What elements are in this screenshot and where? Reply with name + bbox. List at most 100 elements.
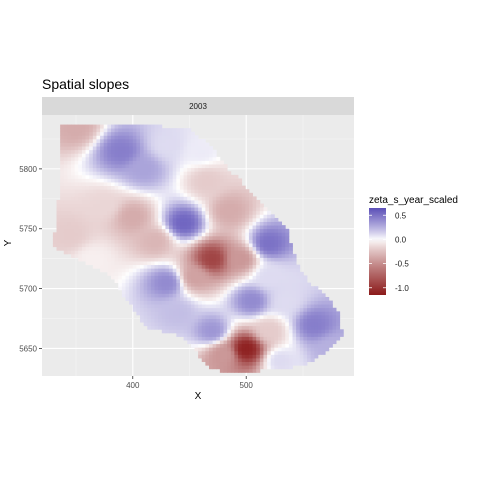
heat-cell [114,217,119,222]
heat-cell [114,228,119,233]
heat-cell [176,210,181,215]
heat-cell [194,347,199,352]
heat-cell [125,221,130,226]
heat-cell [201,253,206,258]
heat-cell [259,271,264,276]
heat-cell [288,279,293,284]
heat-cell [310,343,315,348]
heat-cell [169,311,174,316]
heat-cell [71,174,76,179]
heat-cell [292,282,297,287]
heat-cell [190,307,195,312]
heat-cell [234,189,239,194]
heat-cell [67,196,72,201]
heat-cell [201,217,206,222]
heat-cell [190,253,195,258]
heat-cell [183,257,188,262]
heat-cell [78,182,83,187]
heat-cell [252,282,257,287]
heat-cell [263,322,268,327]
heat-cell [154,325,159,330]
heat-cell [205,171,210,176]
heat-cell [136,146,141,151]
heat-cell [194,325,199,330]
heat-cell [89,131,94,136]
heat-cell [107,239,112,244]
heat-cell [219,192,224,197]
heat-cell [307,289,312,294]
heat-cell [263,350,268,355]
heat-cell [198,336,203,341]
heat-cell [252,217,257,222]
heat-cell [212,293,217,298]
heat-cell [205,286,210,291]
heat-cell [307,296,312,301]
heat-cell [194,343,199,348]
heat-cell [190,228,195,233]
heat-cell [303,307,308,312]
heat-cell [110,192,116,197]
heat-cell [223,300,228,305]
heat-cell [183,203,188,208]
heat-cell [270,354,275,359]
heat-cell [227,304,232,309]
heat-cell [179,246,184,251]
heat-cell [132,271,137,276]
heat-cell [154,235,159,240]
heat-cell [209,225,214,230]
heat-cell [172,293,177,298]
heat-cell [219,246,224,251]
heat-cell [110,207,116,212]
heat-cell [205,361,210,366]
heat-cell [85,232,90,237]
heat-cell [165,228,170,233]
heat-cell [274,268,279,273]
heat-cell [161,203,166,208]
heat-cell [194,217,199,222]
heat-cell [234,228,239,233]
heat-cell [245,293,250,298]
heat-cell [161,214,166,219]
heat-cell [238,225,243,230]
heat-cell [147,268,152,273]
heat-cell [267,318,272,323]
heat-cell [194,156,199,161]
heat-cell [67,164,72,169]
heat-cell [78,164,83,169]
heat-cell [212,322,217,327]
heat-cell [78,171,83,176]
heat-cell [216,250,221,255]
heat-cell [100,253,105,258]
heat-cell [205,210,210,215]
heat-cell [129,289,134,294]
heat-cell [288,250,293,255]
heat-cell [198,250,203,255]
heat-cell [158,279,163,284]
heat-cell [238,365,243,370]
heat-cell [216,192,221,197]
heat-cell [267,217,272,222]
heat-cell [136,178,141,183]
heat-cell [100,243,105,248]
heat-cell [85,210,90,215]
heat-cell [270,325,275,330]
heat-cell [274,322,279,327]
heat-cell [150,286,155,291]
heat-cell [270,214,275,219]
heat-cell [147,311,152,316]
heat-cell [219,311,224,316]
heat-cell [223,178,228,183]
heat-cell [74,153,79,158]
heat-cell [216,286,221,291]
heat-cell [234,268,239,273]
heat-cell [179,325,184,330]
heat-cell [136,124,141,129]
heat-cell [241,214,246,219]
heat-cell [132,142,137,147]
heat-cell [143,200,148,204]
heat-cell [299,325,304,330]
heat-cell [183,160,188,165]
heat-cell [176,322,181,327]
heat-cell [154,142,159,147]
heat-cell [205,167,210,172]
